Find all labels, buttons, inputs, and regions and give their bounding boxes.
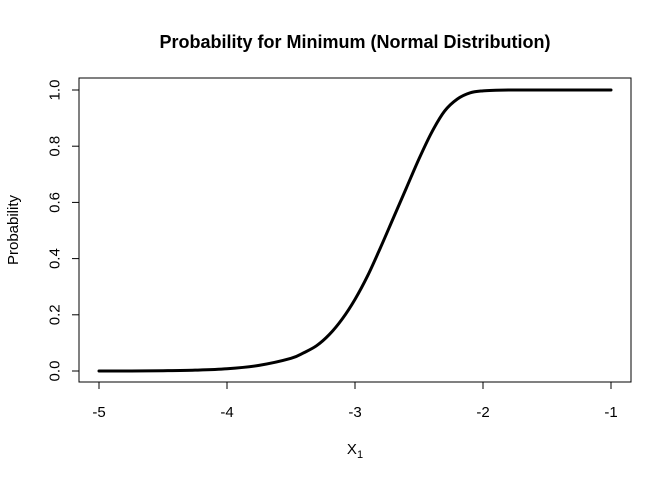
x-tick-label: -4 [220, 404, 233, 421]
y-axis: 0.0 0.2 0.4 0.6 0.8 1.0 [47, 80, 80, 382]
y-axis-label: Probability [5, 194, 22, 265]
chart-title: Probability for Minimum (Normal Distribu… [160, 32, 551, 52]
plot-frame [78, 77, 632, 383]
probability-curve [97, 88, 613, 373]
x-tick-label: -5 [92, 404, 105, 421]
x-axis-label-subscript: 1 [357, 449, 363, 461]
y-tick-label: 0.2 [47, 304, 64, 325]
x-axis-label: X1 [347, 441, 363, 461]
y-tick-label: 0.6 [47, 192, 64, 213]
y-tick-label: 0.8 [47, 136, 64, 157]
x-tick-label: -2 [476, 404, 489, 421]
y-tick-label: 0.0 [47, 361, 64, 382]
x-axis: -5 -4 -3 -2 -1 [92, 381, 618, 421]
x-tick-label: -1 [604, 404, 617, 421]
y-tick-label: 0.4 [47, 248, 64, 269]
y-tick-label: 1.0 [47, 80, 64, 101]
x-axis-label-main: X [347, 441, 357, 458]
x-tick-label: -3 [348, 404, 361, 421]
